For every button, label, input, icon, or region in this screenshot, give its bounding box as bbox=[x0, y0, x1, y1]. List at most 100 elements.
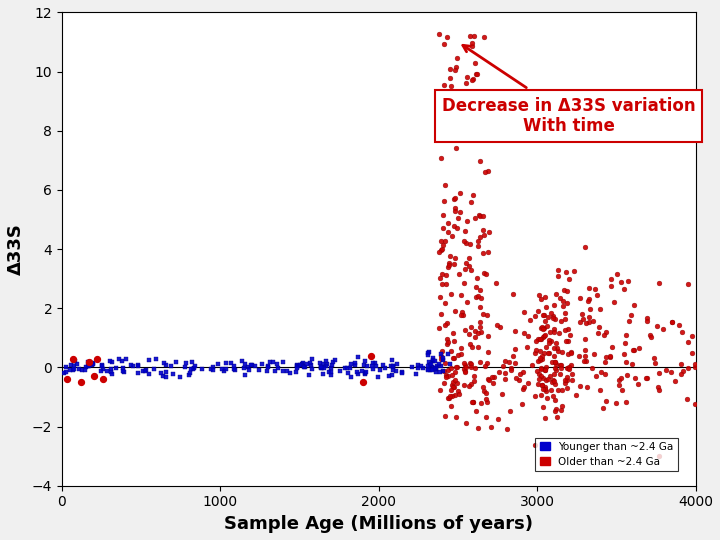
Point bbox=[431, 364, 442, 373]
Point bbox=[651, 322, 662, 331]
Point bbox=[583, 284, 595, 292]
Point bbox=[428, 364, 440, 373]
Point bbox=[562, 376, 573, 384]
Point bbox=[434, 293, 446, 302]
Point bbox=[473, 99, 485, 107]
Point bbox=[426, 366, 438, 375]
Point bbox=[303, 370, 315, 379]
Point bbox=[570, 390, 582, 399]
Point bbox=[140, 367, 151, 375]
Point bbox=[284, 368, 296, 377]
Point bbox=[148, 364, 160, 373]
Point bbox=[387, 362, 399, 371]
Point bbox=[595, 367, 607, 376]
Point bbox=[450, 194, 462, 202]
Point bbox=[447, 354, 459, 363]
Point bbox=[544, 336, 555, 345]
Point bbox=[68, 357, 80, 366]
Point bbox=[449, 376, 461, 385]
Point bbox=[469, 363, 480, 372]
Point bbox=[474, 233, 486, 241]
Point bbox=[423, 364, 434, 373]
Point bbox=[474, 357, 486, 366]
Point bbox=[305, 361, 317, 369]
Point bbox=[359, 370, 371, 379]
Point bbox=[316, 364, 328, 373]
Point bbox=[433, 360, 444, 368]
Point bbox=[140, 366, 152, 375]
Point bbox=[444, 65, 456, 73]
Point bbox=[478, 387, 490, 395]
Point bbox=[480, 168, 491, 177]
Point bbox=[470, 293, 482, 301]
Point bbox=[315, 364, 326, 373]
Point bbox=[474, 211, 486, 220]
Point bbox=[598, 331, 610, 340]
Point bbox=[524, 316, 536, 325]
Point bbox=[436, 245, 448, 253]
Point bbox=[529, 312, 541, 321]
Point bbox=[298, 362, 310, 371]
Point bbox=[450, 363, 462, 372]
Point bbox=[549, 395, 561, 404]
Point bbox=[460, 78, 472, 87]
Point bbox=[444, 261, 455, 269]
Point bbox=[430, 364, 441, 373]
Point bbox=[539, 383, 551, 391]
Point bbox=[452, 214, 464, 222]
Point bbox=[567, 376, 578, 384]
Point bbox=[454, 208, 466, 217]
Point bbox=[269, 367, 281, 376]
Point bbox=[467, 397, 479, 406]
Point bbox=[349, 359, 361, 367]
Point bbox=[479, 268, 490, 277]
Point bbox=[58, 368, 70, 377]
Point bbox=[443, 394, 454, 402]
Point bbox=[616, 386, 628, 394]
Point bbox=[590, 372, 601, 380]
Point bbox=[469, 58, 481, 67]
Point bbox=[548, 344, 559, 353]
Point bbox=[277, 357, 289, 366]
Point bbox=[315, 362, 326, 371]
Point bbox=[505, 366, 516, 374]
Point bbox=[535, 391, 546, 400]
Point bbox=[472, 241, 483, 250]
Point bbox=[463, 261, 474, 270]
Point bbox=[534, 354, 546, 362]
Point bbox=[304, 359, 315, 367]
Point bbox=[330, 356, 341, 364]
Point bbox=[84, 361, 95, 370]
Point bbox=[554, 369, 565, 378]
Point bbox=[557, 296, 569, 305]
Point bbox=[589, 285, 600, 294]
Point bbox=[464, 330, 475, 339]
Point bbox=[438, 356, 449, 364]
Point bbox=[459, 368, 471, 377]
Point bbox=[444, 259, 455, 267]
Point bbox=[500, 369, 511, 377]
Point bbox=[320, 362, 331, 370]
Point bbox=[256, 360, 268, 368]
Point bbox=[427, 356, 438, 365]
Point bbox=[442, 228, 454, 237]
Point bbox=[535, 295, 546, 303]
Point bbox=[425, 360, 436, 368]
Point bbox=[349, 361, 361, 370]
Point bbox=[465, 266, 477, 275]
Point bbox=[449, 391, 461, 400]
Point bbox=[474, 322, 485, 331]
Point bbox=[125, 361, 137, 369]
Point bbox=[640, 373, 652, 382]
Point bbox=[675, 360, 687, 368]
Point bbox=[501, 424, 513, 433]
Point bbox=[536, 444, 548, 453]
Point bbox=[474, 318, 486, 327]
Point bbox=[462, 217, 473, 226]
Point bbox=[550, 405, 562, 414]
Point bbox=[467, 397, 479, 406]
Point bbox=[539, 331, 550, 340]
Point bbox=[575, 317, 586, 326]
Point bbox=[249, 362, 261, 371]
Point bbox=[220, 364, 231, 373]
